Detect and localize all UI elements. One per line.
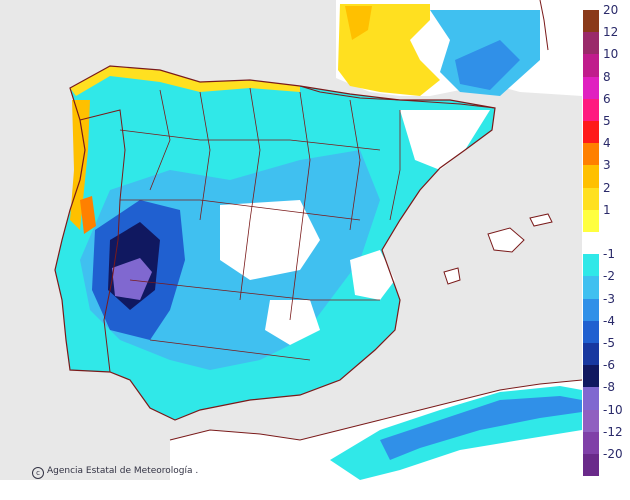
credit-text: Agencia Estatal de Meteorología . — [47, 466, 199, 476]
legend-label: 6 — [603, 91, 611, 106]
legend-swatch — [583, 209, 599, 232]
legend-swatch — [583, 298, 599, 321]
legend-label: -1 — [603, 247, 615, 262]
legend-label: 4 — [603, 136, 611, 151]
north-warm-strip — [70, 66, 300, 96]
southwest-coldest-zone — [112, 258, 152, 300]
legend-label: 2 — [603, 180, 611, 195]
france-italy-border — [539, 0, 549, 51]
legend-label: 3 — [603, 158, 611, 173]
east-coast-white — [400, 110, 490, 170]
color-scale-legend: 20 12 10 8 6 5 4 3 2 1 -1 -2 -3 -4 -5 -6 -8 -10 -12 -20 — [583, 4, 630, 477]
menorca — [529, 213, 553, 227]
africa-cold-band — [380, 396, 582, 460]
legend-label: -6 — [603, 358, 615, 373]
legend-swatch — [583, 32, 599, 55]
legend-swatch — [583, 54, 599, 77]
legend-swatch — [583, 121, 599, 144]
legend-swatch — [583, 320, 599, 343]
legend-label: -4 — [603, 313, 615, 328]
legend-label: -20 — [603, 447, 623, 461]
legend-label: -8 — [603, 380, 615, 395]
legend-swatch — [583, 409, 599, 432]
legend-swatch — [583, 431, 599, 454]
legend-label: 10 — [603, 47, 619, 62]
africa-coast — [169, 379, 582, 441]
legend-label: -2 — [603, 269, 615, 284]
legend-label: -3 — [603, 291, 615, 306]
legend-swatch — [583, 165, 599, 188]
province-borders — [119, 87, 401, 361]
legend-label: 8 — [603, 69, 611, 84]
ibiza — [443, 267, 461, 285]
portugal-border — [79, 109, 126, 373]
france-warm-core — [345, 6, 372, 40]
iberia-outline — [54, 65, 496, 421]
mallorca — [487, 227, 525, 253]
legend-swatch — [583, 254, 599, 277]
legend-swatch — [583, 365, 599, 388]
legend-swatch — [583, 187, 599, 210]
legend-swatch — [583, 276, 599, 299]
legend-label: -5 — [603, 336, 615, 350]
legend-label: 1 — [603, 202, 611, 217]
legend-label: 5 — [603, 114, 611, 128]
copyright-icon: c — [32, 467, 44, 479]
legend-swatch — [583, 98, 599, 121]
legend-swatch — [583, 143, 599, 166]
legend-label: -12 — [603, 424, 623, 439]
iberia-white-patches-2 — [350, 250, 395, 300]
northwest-warm-spot — [80, 196, 96, 234]
legend-label: 20 — [603, 3, 619, 17]
legend-swatch — [583, 454, 599, 477]
legend-swatch — [583, 232, 599, 255]
map-canvas — [0, 0, 582, 480]
legend-swatch — [583, 387, 599, 410]
northwest-warm-coast — [70, 100, 90, 230]
legend-swatch — [583, 10, 599, 33]
france-cold-area — [455, 40, 520, 90]
iberia-white-patches-3 — [265, 300, 320, 345]
credit-line: c Agencia Estatal de Meteorología . — [32, 466, 198, 479]
legend-swatch — [583, 76, 599, 99]
legend-label: 12 — [603, 25, 619, 40]
legend-swatch — [583, 343, 599, 366]
legend-label: -10 — [603, 402, 623, 417]
france-border — [299, 85, 496, 109]
